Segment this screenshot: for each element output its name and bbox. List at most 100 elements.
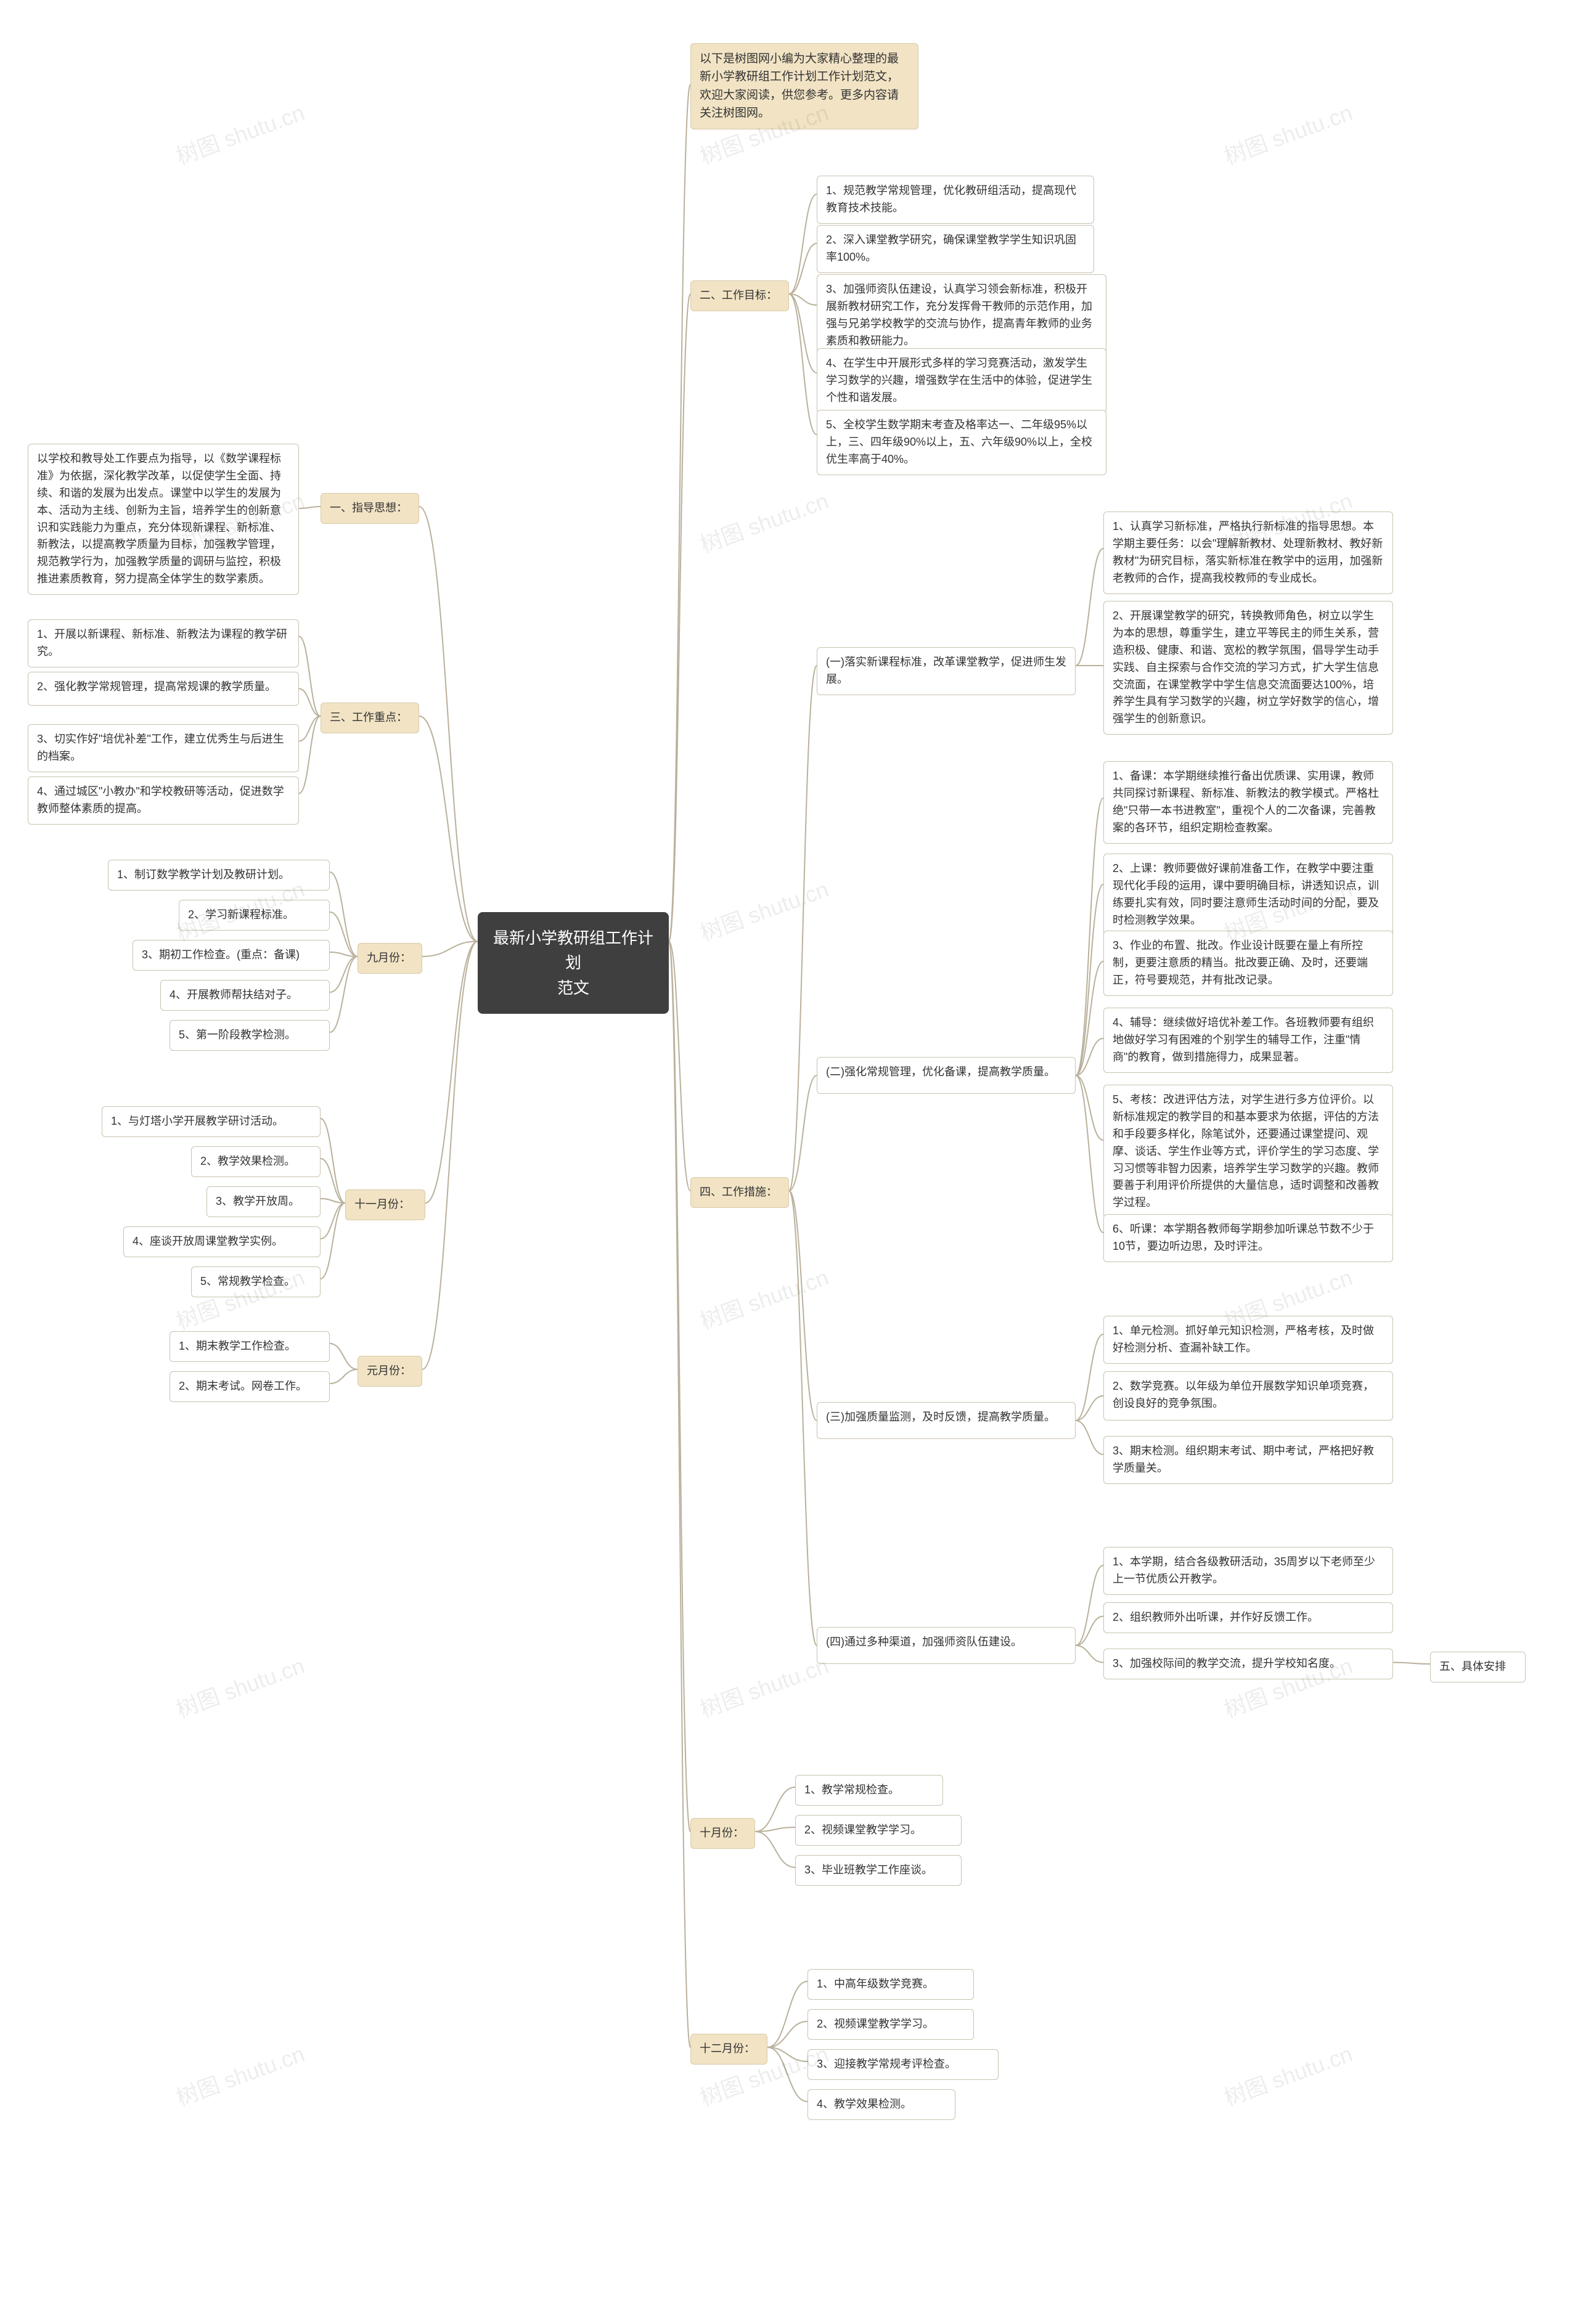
cat-L1m-label: 元月份： (367, 1364, 411, 1377)
watermark: 树图 shutu.cn (171, 2036, 309, 2112)
leaf-L9a: 1、制订数学教学计划及教研计划。 (108, 860, 330, 891)
leaf-R4s1b: 2、开展课堂教学的研究，转换教师角色，树立以学生为本的思想，尊重学生，建立平等民… (1103, 601, 1393, 735)
leaf-R12b: 2、视频课堂教学学习。 (807, 2009, 974, 2040)
leaf-L3b: 2、强化教学常规管理，提高常规课的教学质量。 (28, 672, 299, 706)
leaf-L3d-label: 4、通过城区"小教办"和学校教研等活动，促进数学教师整体素质的提高。 (37, 785, 284, 815)
leaf-R2c: 3、加强师资队伍建设，认真学习领会新标准，积极开展新教材研究工作，充分发挥骨干教… (817, 274, 1106, 357)
cat-L11: 十一月份： (345, 1189, 425, 1220)
watermark: 树图 shutu.cn (171, 95, 309, 171)
leaf-R12a-label: 1、中高年级数学竞赛。 (817, 1978, 934, 1990)
watermark: 树图 shutu.cn (695, 871, 833, 947)
leaf-R4s3b-label: 2、数学竞赛。以年级为单位开展数学知识单项竞赛，创设良好的竞争氛围。 (1113, 1380, 1374, 1409)
cat-L1: 一、指导思想： (321, 493, 419, 524)
leaf-R4s4c-label: 3、加强校际间的教学交流，提升学校知名度。 (1113, 1657, 1341, 1670)
leaf-L3d: 4、通过城区"小教办"和学校教研等活动，促进数学教师整体素质的提高。 (28, 777, 299, 825)
leaf-R4s4c: 3、加强校际间的教学交流，提升学校知名度。 (1103, 1649, 1393, 1679)
leaf-R4s4b-label: 2、组织教师外出听课，并作好反馈工作。 (1113, 1611, 1318, 1623)
leaf-R2a-label: 1、规范教学常规管理，优化教研组活动，提高现代教育技术技能。 (826, 184, 1076, 214)
leaf-L9e-label: 5、第一阶段教学检测。 (179, 1029, 296, 1041)
leaf-L1mb: 2、期末考试。网卷工作。 (170, 1371, 330, 1402)
leaf-R2a: 1、规范教学常规管理，优化教研组活动，提高现代教育技术技能。 (817, 176, 1094, 224)
leaf-R5-label: 五、具体安排 (1439, 1660, 1506, 1673)
leaf-R4s1: (一)落实新课程标准，改革课堂教学，促进师生发展。 (817, 647, 1076, 695)
leaf-R4s4a: 1、本学期，结合各级教研活动，35周岁以下老师至少上一节优质公开教学。 (1103, 1547, 1393, 1595)
leaf-R12d-label: 4、教学效果检测。 (817, 2098, 912, 2110)
leaf-L11c-label: 3、教学开放周。 (216, 1195, 300, 1207)
leaf-R4s1-label: (一)落实新课程标准，改革课堂教学，促进师生发展。 (826, 656, 1066, 685)
leaf-L9a-label: 1、制订数学教学计划及教研计划。 (117, 868, 290, 881)
leaf-L9d-label: 4、开展教师帮扶结对子。 (170, 989, 298, 1001)
leaf-R4s3c: 3、期末检测。组织期末考试、期中考试，严格把好教学质量关。 (1103, 1436, 1393, 1484)
leaf-R4s1a: 1、认真学习新标准，严格执行新标准的指导思想。本学期主要任务：以会"理解新教材、… (1103, 512, 1393, 594)
leaf-R4s3a-label: 1、单元检测。抓好单元知识检测，严格考核，及时做好检测分析、查漏补缺工作。 (1113, 1324, 1374, 1354)
leaf-R2e: 5、全校学生数学期末考查及格率达一、二年级95%以上，三、四年级90%以上，五、… (817, 410, 1106, 475)
leaf-R4s4-label: (四)通过多种渠道，加强师资队伍建设。 (826, 1636, 1022, 1648)
leaf-R4s2c: 3、作业的布置、批改。作业设计既要在量上有所控制，更要注意质的精当。批改要正确、… (1103, 931, 1393, 996)
leaf-L11e: 5、常规教学检查。 (191, 1266, 321, 1297)
leaf-L11b-label: 2、教学效果检测。 (200, 1155, 295, 1167)
leaf-L9b-label: 2、学习新课程标准。 (188, 908, 294, 921)
leaf-L3a: 1、开展以新课程、新标准、新教法为课程的教学研究。 (28, 619, 299, 667)
watermark: 树图 shutu.cn (1219, 2036, 1357, 2112)
cat-R12-label: 十二月份： (700, 2042, 755, 2055)
leaf-L9d: 4、开展教师帮扶结对子。 (160, 980, 330, 1011)
leaf-R12c-label: 3、迎接教学常规考评检查。 (817, 2058, 956, 2070)
leaf-R4s2c-label: 3、作业的布置、批改。作业设计既要在量上有所控制，更要注意质的精当。批改要正确、… (1113, 939, 1368, 986)
leaf-R2d-label: 4、在学生中开展形式多样的学习竞赛活动，激发学生学习数学的兴趣，增强数学在生活中… (826, 357, 1092, 404)
leaf-L11b: 2、教学效果检测。 (191, 1146, 321, 1177)
leaf-L9c: 3、期初工作检查。(重点：备课) (133, 940, 330, 971)
intro-note-label: 以下是树图网小编为大家精心整理的最新小学教研组工作计划工作计划范文，欢迎大家阅读… (700, 52, 899, 120)
leaf-R4s2b: 2、上课：教师要做好课前准备工作，在教学中要注重现代化手段的运用，课中要明确目标… (1103, 854, 1393, 936)
leaf-R10a: 1、教学常规检查。 (795, 1775, 943, 1806)
leaf-L11a-label: 1、与灯塔小学开展教学研讨活动。 (111, 1115, 284, 1127)
leaf-R2e-label: 5、全校学生数学期末考查及格率达一、二年级95%以上，三、四年级90%以上，五、… (826, 418, 1092, 465)
intro-note: 以下是树图网小编为大家精心整理的最新小学教研组工作计划工作计划范文，欢迎大家阅读… (690, 43, 918, 129)
leaf-R4s2a: 1、备课：本学期继续推行备出优质课、实用课，教师共同探讨新课程、新标准、新教法的… (1103, 761, 1393, 844)
leaf-R4s1b-label: 2、开展课堂教学的研究，转换教师角色，树立以学生为本的思想，尊重学生，建立平等民… (1113, 610, 1379, 725)
cat-R10-label: 十月份： (700, 1827, 744, 1839)
leaf-R12c: 3、迎接教学常规考评检查。 (807, 2049, 999, 2080)
leaf-R4s2a-label: 1、备课：本学期继续推行备出优质课、实用课，教师共同探讨新课程、新标准、新教法的… (1113, 770, 1379, 834)
leaf-R12d: 4、教学效果检测。 (807, 2089, 955, 2120)
leaf-R4s2: (二)强化常规管理，优化备课，提高教学质量。 (817, 1057, 1076, 1094)
leaf-R4s2f: 6、听课：本学期各教师每学期参加听课总节数不少于10节，要边听边思，及时评注。 (1103, 1214, 1393, 1262)
leaf-L3a-label: 1、开展以新课程、新标准、新教法为课程的教学研究。 (37, 628, 287, 658)
cat-L9: 九月份： (358, 943, 422, 974)
cat-L1m: 元月份： (358, 1356, 422, 1387)
cat-R2: 二、工作目标： (690, 280, 789, 311)
cat-L9-label: 九月份： (367, 952, 411, 964)
leaf-L9b: 2、学习新课程标准。 (179, 900, 330, 931)
leaf-R4s3c-label: 3、期末检测。组织期末考试、期中考试，严格把好教学质量关。 (1113, 1445, 1374, 1474)
leaf-L1a-label: 以学校和教导处工作要点为指导，以《数学课程标准》为依据，深化教学改革，以促使学生… (37, 452, 281, 585)
leaf-L9e: 5、第一阶段教学检测。 (170, 1020, 330, 1051)
leaf-L1ma: 1、期末教学工作检查。 (170, 1331, 330, 1362)
cat-L1-label: 一、指导思想： (330, 502, 407, 514)
cat-L11-label: 十一月份： (354, 1198, 410, 1210)
leaf-R4s4: (四)通过多种渠道，加强师资队伍建设。 (817, 1627, 1076, 1664)
leaf-R10c: 3、毕业班教学工作座谈。 (795, 1855, 962, 1886)
leaf-R4s3: (三)加强质量监测，及时反馈，提高教学质量。 (817, 1402, 1076, 1439)
leaf-R4s4a-label: 1、本学期，结合各级教研活动，35周岁以下老师至少上一节优质公开教学。 (1113, 1555, 1375, 1585)
watermark: 树图 shutu.cn (695, 1260, 833, 1335)
leaf-R12a: 1、中高年级数学竞赛。 (807, 1969, 974, 2000)
leaf-R4s1a-label: 1、认真学习新标准，严格执行新标准的指导思想。本学期主要任务：以会"理解新教材、… (1113, 520, 1383, 584)
leaf-R10b-label: 2、视频课堂教学学习。 (804, 1824, 922, 1836)
leaf-L1mb-label: 2、期末考试。网卷工作。 (179, 1380, 307, 1392)
leaf-R2b-label: 2、深入课堂教学研究，确保课堂教学学生知识巩固率100%。 (826, 234, 1076, 263)
leaf-R4s2d: 4、辅导：继续做好培优补差工作。各班教师要有组织地做好学习有困难的个别学生的辅导… (1103, 1008, 1393, 1073)
leaf-L11c: 3、教学开放周。 (206, 1186, 321, 1217)
leaf-R4s4b: 2、组织教师外出听课，并作好反馈工作。 (1103, 1602, 1393, 1633)
leaf-R2c-label: 3、加强师资队伍建设，认真学习领会新标准，积极开展新教材研究工作，充分发挥骨干教… (826, 283, 1092, 347)
leaf-L1ma-label: 1、期末教学工作检查。 (179, 1340, 296, 1352)
leaf-R10b: 2、视频课堂教学学习。 (795, 1815, 962, 1846)
leaf-R4s3b: 2、数学竞赛。以年级为单位开展数学知识单项竞赛，创设良好的竞争氛围。 (1103, 1371, 1393, 1421)
cat-R4: 四、工作措施： (690, 1177, 789, 1208)
leaf-L1a: 以学校和教导处工作要点为指导，以《数学课程标准》为依据，深化教学改革，以促使学生… (28, 444, 299, 595)
cat-L3-label: 三、工作重点： (330, 711, 407, 724)
cat-R2-label: 二、工作目标： (700, 289, 777, 301)
leaf-R4s2d-label: 4、辅导：继续做好培优补差工作。各班教师要有组织地做好学习有困难的个别学生的辅导… (1113, 1016, 1374, 1063)
leaf-L3c-label: 3、切实作好"培优补差"工作，建立优秀生与后进生的档案。 (37, 733, 284, 762)
watermark: 树图 shutu.cn (171, 1648, 309, 1724)
leaf-R4s2e-label: 5、考核：改进评估方法，对学生进行多方位评价。以新标准规定的教学目的和基本要求为… (1113, 1093, 1379, 1209)
leaf-R10a-label: 1、教学常规检查。 (804, 1784, 899, 1796)
